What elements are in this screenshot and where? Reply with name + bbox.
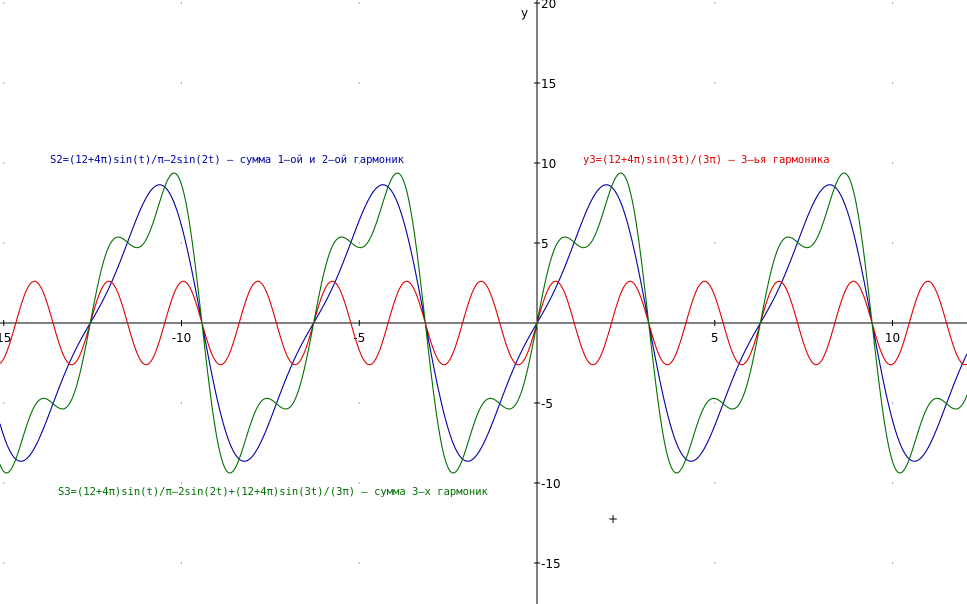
grid-dot [714,162,716,164]
x-tick-label: 5 [711,331,719,345]
grid-dot [181,242,182,244]
x-ticks: 15 -10 -5 5 10 [0,320,900,345]
grid-dot [892,2,893,4]
grid-dot [358,2,360,4]
x-tick-label: -5 [353,331,365,345]
grid-dot [3,402,5,404]
grid-dot [714,2,716,4]
grid-dot [3,162,5,164]
grid-dot [358,162,360,164]
grid-dot [358,402,360,404]
grid-dot [3,562,5,564]
grid-dot [3,2,5,4]
grid-dot [714,242,716,244]
s2-annotation: S2=(12+4π)sin(t)/π–2sin(2t) – сумма 1–ой… [50,154,405,166]
grid-dot [181,482,182,484]
y-tick-label: -15 [541,557,561,571]
grid-dot [892,482,893,484]
grid-dot [181,162,182,164]
series-s2-line [0,184,967,462]
grid-dot [714,482,716,484]
grid-dot [892,242,893,244]
y-tick-label: 10 [541,157,556,171]
y-axis-label: y [521,6,528,20]
curves [0,172,967,474]
grid-dot [181,402,182,404]
grid-dot [358,482,360,484]
grid-dot [892,82,893,84]
annotations: S2=(12+4π)sin(t)/π–2sin(2t) – сумма 1–ой… [50,154,830,526]
y3-annotation: y3=(12+4π)sin(3t)/(3π) – 3–ья гармоника [583,154,830,166]
y-tick-label: 20 [541,0,556,11]
y-ticks: 20 15 10 5 -5 -10 -15 [534,0,561,571]
series-y3-line [0,280,967,366]
grid-dot [714,562,716,564]
grid-dot [181,82,182,84]
y-tick-label: -10 [541,477,561,491]
grid-dots [3,2,893,564]
grid-dot [3,482,5,484]
grid-dot [714,402,716,404]
y-tick-label: 5 [541,237,549,251]
grid-dot [3,82,5,84]
grid-dot [892,562,893,564]
x-tick-label: -10 [172,331,192,345]
x-tick-label: 10 [885,331,900,345]
grid-dot [358,562,360,564]
y-tick-label: -5 [541,397,553,411]
series-s3-line [0,172,967,474]
grid-dot [892,162,893,164]
grid-dot [892,402,893,404]
grid-dot [3,242,5,244]
plus-marker: + [608,512,618,526]
x-tick-label: 15 [0,331,11,345]
y-tick-label: 15 [541,77,556,91]
grid-dot [714,82,716,84]
grid-dot [181,2,182,4]
grid-dot [358,82,360,84]
grid-dot [181,562,182,564]
grid-dot [358,242,360,244]
s3-annotation: S3=(12+4π)sin(t)/π–2sin(2t)+(12+4π)sin(3… [58,486,489,498]
